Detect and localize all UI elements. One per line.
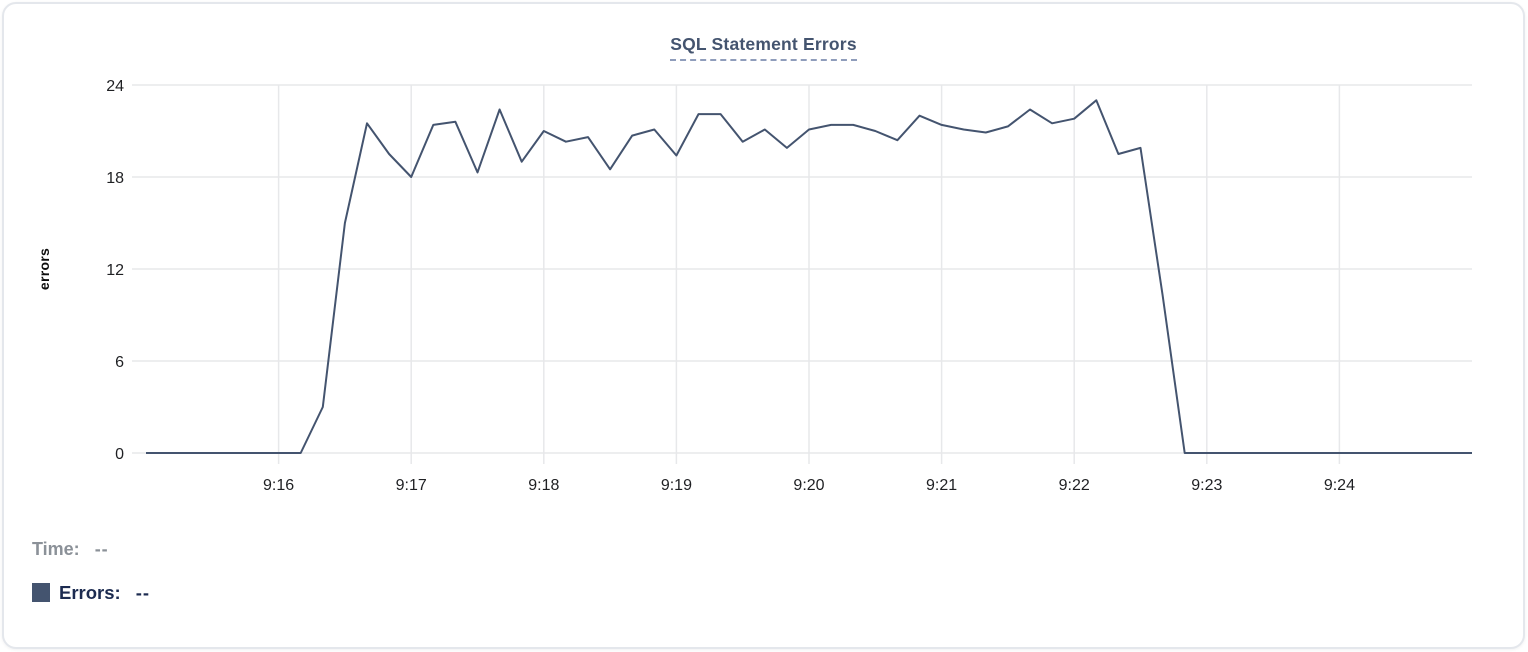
x-tick-label: 9:20 — [793, 477, 824, 494]
y-tick-label: 6 — [115, 354, 124, 371]
errors-series-swatch — [32, 583, 50, 602]
tooltip-time-value: -- — [94, 539, 109, 559]
x-tick-label: 9:19 — [661, 477, 692, 494]
x-tick-label: 9:18 — [528, 477, 559, 494]
hover-readout: Time: -- Errors: -- — [32, 538, 150, 605]
x-tick-label: 9:17 — [396, 477, 427, 494]
tooltip-time-row: Time: -- — [32, 538, 150, 560]
errors-series-line — [146, 99, 1472, 454]
chart-title[interactable]: SQL Statement Errors — [670, 34, 857, 61]
sql-statement-errors-line-chart[interactable]: 0 6 12 18 24 9:16 9:17 9:18 9:19 9:20 9:21 9:22 9:23… — [2, 2, 1528, 514]
y-tick-label: 12 — [106, 262, 124, 279]
tooltip-errors-row: Errors: -- — [32, 581, 150, 605]
x-tick-label: 9:16 — [263, 477, 294, 494]
x-tick-label: 9:24 — [1324, 477, 1355, 494]
x-tick-label: 9:23 — [1191, 477, 1222, 494]
x-tick-label: 9:21 — [926, 477, 957, 494]
tooltip-errors-label: Errors: — [59, 582, 121, 603]
y-tick-label: 18 — [106, 170, 124, 187]
y-axis-label: errors — [36, 248, 52, 290]
tooltip-time-label: Time: — [32, 539, 80, 559]
y-tick-label: 24 — [106, 78, 124, 95]
x-tick-label: 9:22 — [1059, 477, 1090, 494]
chart-header: SQL Statement Errors — [4, 34, 1523, 61]
tooltip-errors-value: -- — [135, 582, 151, 603]
y-tick-label: 0 — [115, 446, 124, 463]
